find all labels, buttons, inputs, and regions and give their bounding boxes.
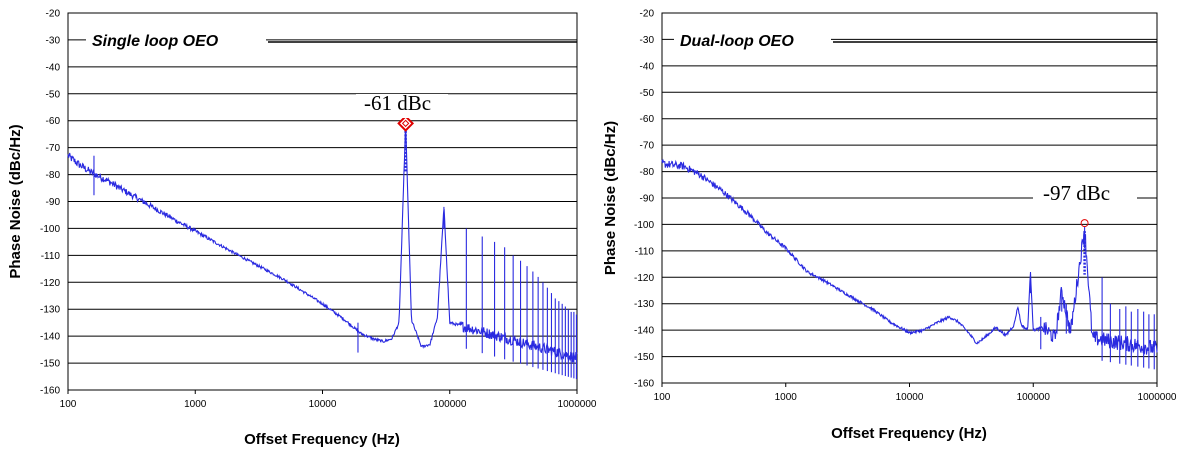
y-tick-label: -60 bbox=[46, 116, 61, 127]
y-tick-label: -140 bbox=[634, 326, 654, 337]
x-tick-label: 1000 bbox=[775, 392, 798, 403]
y-tick-label: -90 bbox=[46, 197, 61, 208]
y-tick-label: -20 bbox=[640, 9, 655, 20]
y-tick-label: -130 bbox=[40, 305, 60, 316]
single-loop-chart: -20 -30 -40 -50 -60 -70 -80 -90 -100 -110 -120 -130… bbox=[7, 9, 597, 449]
y-tick-label: -110 bbox=[41, 251, 61, 262]
x-tick-label: 100 bbox=[654, 392, 671, 403]
peak-marker-inner bbox=[401, 119, 410, 128]
x-axis-label: Offset Frequency (Hz) bbox=[244, 431, 400, 448]
x-axis-label: Offset Frequency (Hz) bbox=[831, 425, 987, 442]
x-tick-label: 1000000 bbox=[1138, 392, 1177, 403]
annotation-background bbox=[356, 94, 448, 118]
x-tick-label: 100 bbox=[60, 399, 77, 410]
title-background bbox=[674, 31, 831, 51]
annotation-background bbox=[1033, 178, 1137, 204]
y-tick-label: -50 bbox=[46, 89, 61, 100]
chart-title: Dual-loop OEO bbox=[680, 33, 794, 50]
title-background bbox=[86, 31, 266, 51]
y-tick-label: -70 bbox=[46, 143, 61, 154]
dual-loop-chart: -20 -30 -40 -50 -60 -70 -80 -90 -100 -110 -120 -130… bbox=[602, 9, 1177, 443]
y-tick-label: -120 bbox=[634, 273, 654, 284]
phase-noise-trace bbox=[67, 124, 578, 363]
y-tick-label: -90 bbox=[640, 194, 655, 205]
y-tick-label: -30 bbox=[640, 35, 655, 46]
chart-title: Single loop OEO bbox=[92, 33, 219, 50]
y-tick-label: -120 bbox=[40, 278, 60, 289]
y-tick-label: -70 bbox=[640, 141, 655, 152]
y-tick-label: -100 bbox=[634, 220, 654, 231]
x-tick-label: 1000000 bbox=[558, 399, 597, 410]
y-tick-label: -60 bbox=[640, 114, 655, 125]
x-tick-label: 10000 bbox=[309, 399, 337, 410]
peak-annotation: -97 dBc bbox=[1043, 181, 1110, 205]
y-tick-label: -160 bbox=[40, 386, 60, 397]
y-tick-label: -40 bbox=[640, 61, 655, 72]
y-tick-label: -150 bbox=[634, 352, 654, 363]
x-tick-label: 100000 bbox=[433, 399, 467, 410]
y-tick-label: -80 bbox=[46, 170, 61, 181]
x-tick-label: 100000 bbox=[1017, 392, 1051, 403]
x-tick-label: 10000 bbox=[896, 392, 924, 403]
y-tick-label: -40 bbox=[46, 62, 61, 73]
y-axis-label: Phase Noise (dBc/Hz) bbox=[602, 121, 619, 275]
phase-noise-trace bbox=[661, 158, 1158, 355]
peak-marker bbox=[397, 114, 415, 132]
peak-marker bbox=[1080, 219, 1089, 228]
y-tick-label: -100 bbox=[40, 224, 60, 235]
x-tick-label: 1000 bbox=[184, 399, 207, 410]
y-tick-label: -150 bbox=[40, 359, 60, 370]
y-axis-label: Phase Noise (dBc/Hz) bbox=[7, 124, 24, 278]
peak-annotation: -61 dBc bbox=[364, 91, 431, 115]
y-tick-label: -130 bbox=[634, 299, 654, 310]
y-tick-label: -160 bbox=[634, 379, 654, 390]
y-tick-label: -80 bbox=[640, 167, 655, 178]
y-tick-label: -20 bbox=[46, 9, 61, 20]
y-tick-label: -110 bbox=[635, 246, 655, 257]
y-tick-label: -30 bbox=[46, 35, 61, 46]
y-tick-label: -50 bbox=[640, 88, 655, 99]
y-tick-label: -140 bbox=[40, 332, 60, 343]
